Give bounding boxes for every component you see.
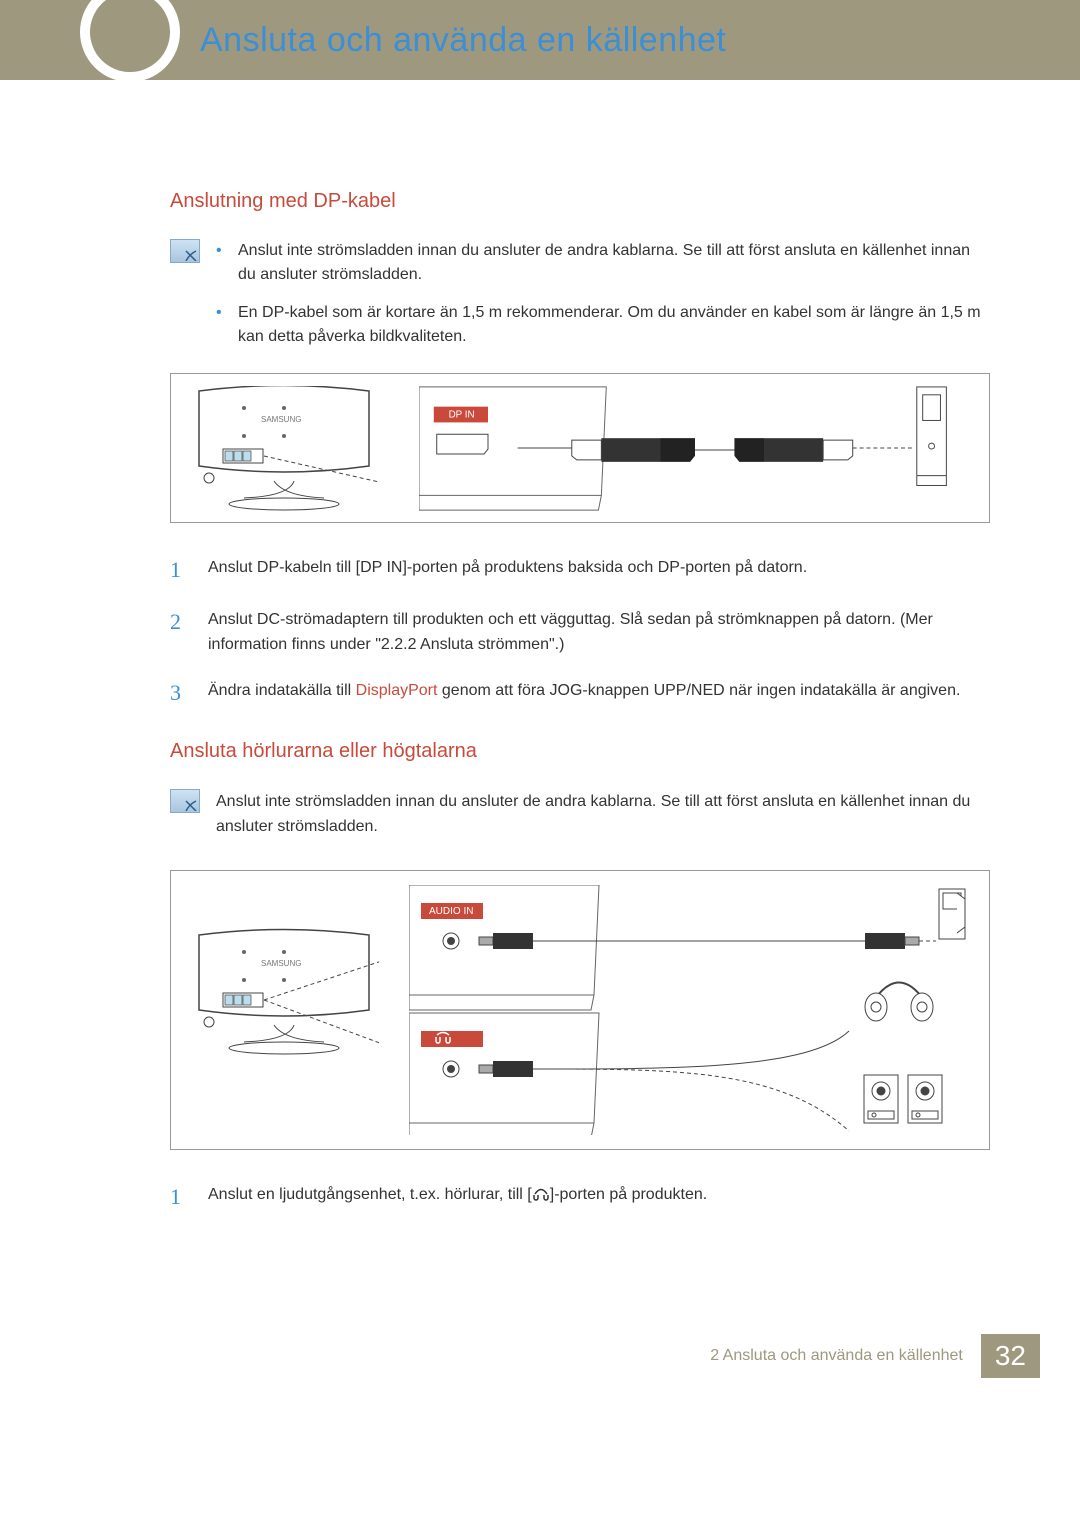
page-content: Anslutning med DP-kabel • Anslut inte st… <box>0 80 1080 1214</box>
step-row: 1 Anslut en ljudutgångsenhet, t.ex. hörl… <box>170 1180 990 1214</box>
chapter-ribbon: Ansluta och använda en källenhet <box>0 0 1080 80</box>
audio-cable-illustration: AUDIO IN <box>409 885 969 1135</box>
section1-steps: 1 Anslut DP-kabeln till [DP IN]-porten p… <box>170 553 990 710</box>
step-text: Anslut en ljudutgångsenhet, t.ex. hörlur… <box>208 1180 990 1214</box>
bullet-text: En DP-kabel som är kortare än 1,5 m reko… <box>238 301 990 349</box>
step-text: Anslut DP-kabeln till [DP IN]-porten på … <box>208 553 990 587</box>
step-number: 1 <box>170 553 188 587</box>
svg-text:SAMSUNG: SAMSUNG <box>261 959 301 968</box>
page-footer: 2 Ansluta och använda en källenhet 32 <box>0 1334 1080 1408</box>
section1-heading: Anslutning med DP-kabel <box>170 190 990 213</box>
step-text: Ändra indatakälla till DisplayPort genom… <box>208 676 990 710</box>
note-icon <box>170 789 200 813</box>
step-row: 1 Anslut DP-kabeln till [DP IN]-porten p… <box>170 553 990 587</box>
headphone-icon <box>532 1187 550 1201</box>
audio-port-label: AUDIO IN <box>429 906 473 917</box>
section2-steps: 1 Anslut en ljudutgångsenhet, t.ex. hörl… <box>170 1180 990 1214</box>
step-number: 2 <box>170 605 188 658</box>
step-text-post: ]-porten på produkten. <box>550 1186 707 1203</box>
step-text-pre: Anslut en ljudutgångsenhet, t.ex. hörlur… <box>208 1186 532 1203</box>
step-highlight: DisplayPort <box>356 682 438 699</box>
page-number: 32 <box>981 1334 1040 1378</box>
dp-connection-diagram: SAMSUNG DP IN <box>170 373 990 523</box>
section2-note-text: Anslut inte strömsladden innan du anslut… <box>216 789 990 840</box>
step-row: 3 Ändra indatakälla till DisplayPort gen… <box>170 676 990 710</box>
bullet-text: Anslut inte strömsladden innan du anslut… <box>238 239 990 287</box>
section2-notebox: Anslut inte strömsladden innan du anslut… <box>170 789 990 840</box>
dp-cable-illustration: DP IN <box>419 386 971 516</box>
note-icon <box>170 239 200 263</box>
dp-port-label: DP IN <box>449 409 475 420</box>
chapter-title: Ansluta och använda en källenhet <box>200 21 726 60</box>
section1-bullets: • Anslut inte strömsladden innan du ansl… <box>216 239 990 363</box>
chapter-number-badge <box>80 0 180 82</box>
step-row: 2 Anslut DC-strömadaptern till produkten… <box>170 605 990 658</box>
monitor-back-illustration: SAMSUNG <box>189 386 379 516</box>
bullet-row: • En DP-kabel som är kortare än 1,5 m re… <box>216 301 990 349</box>
bullet-dot-icon: • <box>216 239 226 287</box>
step-number: 1 <box>170 1180 188 1214</box>
monitor-back-illustration: SAMSUNG <box>189 885 379 1135</box>
svg-text:SAMSUNG: SAMSUNG <box>261 415 301 424</box>
bullet-row: • Anslut inte strömsladden innan du ansl… <box>216 239 990 287</box>
step-text: Anslut DC-strömadaptern till produkten o… <box>208 605 990 658</box>
footer-text: 2 Ansluta och använda en källenhet <box>710 1347 963 1365</box>
section1-notebox: • Anslut inte strömsladden innan du ansl… <box>170 239 990 363</box>
step-text-post: genom att föra JOG-knappen UPP/NED när i… <box>437 682 960 699</box>
audio-connection-diagram: SAMSUNG AUDIO IN <box>170 870 990 1150</box>
bullet-dot-icon: • <box>216 301 226 349</box>
step-number: 3 <box>170 676 188 710</box>
section2-heading: Ansluta hörlurarna eller högtalarna <box>170 740 990 763</box>
step-text-pre: Ändra indatakälla till <box>208 682 356 699</box>
